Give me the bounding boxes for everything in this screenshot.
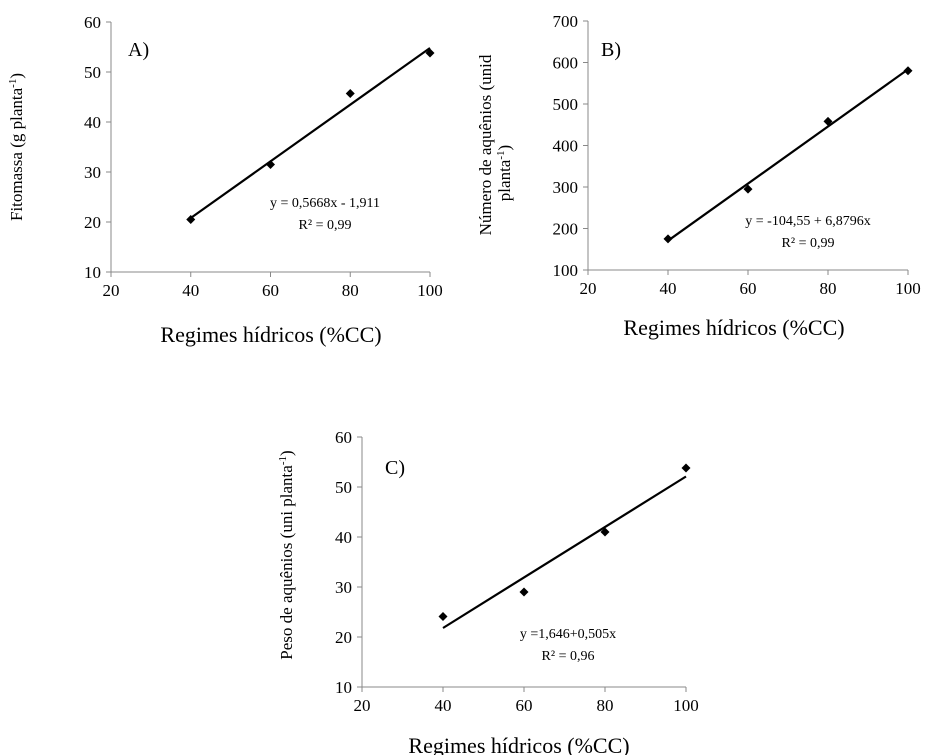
- x-tick-label: 60: [740, 279, 757, 298]
- r-squared-label: R² = 0,99: [299, 218, 352, 233]
- data-point: [681, 463, 691, 473]
- y-axis-label-line1: Número de aquênios (unid: [476, 54, 495, 235]
- y-axis-label: Peso de aquênios (uni planta-1): [277, 450, 296, 659]
- data-point: [186, 215, 196, 224]
- y-axis-label-line2: planta: [495, 159, 514, 201]
- x-tick-label: 100: [673, 696, 699, 715]
- y-axis-label-superscript: -1: [7, 79, 19, 88]
- y-axis-label-close: ): [495, 145, 514, 151]
- x-tick-label: 100: [895, 279, 921, 298]
- x-tick-label: 40: [660, 279, 677, 298]
- y-tick-label: 30: [335, 578, 352, 597]
- x-tick-label: 80: [342, 281, 359, 300]
- y-tick-label: 100: [553, 261, 579, 280]
- y-tick-label: 20: [335, 628, 352, 647]
- data-point: [425, 48, 435, 58]
- y-tick-label: 30: [84, 163, 101, 182]
- y-tick-label: 10: [335, 678, 352, 697]
- y-axis-label-text: Peso de aquênios (uni planta: [277, 465, 296, 660]
- data-point: [345, 89, 355, 98]
- y-tick-label: 50: [335, 478, 352, 497]
- data-point: [600, 527, 610, 537]
- data-point: [519, 587, 529, 597]
- y-axis-label-close: ): [277, 450, 296, 456]
- y-tick-label: 600: [553, 54, 579, 73]
- y-tick-label: 500: [553, 95, 579, 114]
- x-tick-label: 20: [103, 281, 120, 300]
- y-tick-label: 40: [84, 113, 101, 132]
- trendline: [190, 47, 431, 219]
- y-tick-label: 60: [335, 428, 352, 447]
- trendline: [667, 68, 909, 242]
- trendline: [442, 475, 687, 629]
- y-axis-label: Fitomassa (g planta-1): [7, 73, 26, 221]
- y-axis-label: Número de aquênios (unidplanta-1): [476, 54, 514, 235]
- panel-label: B): [601, 39, 621, 61]
- x-axis-label: Regimes hídricos (%CC): [623, 315, 844, 340]
- panel-label: A): [128, 39, 149, 61]
- x-tick-label: 60: [262, 281, 279, 300]
- x-tick-label: 100: [417, 281, 443, 300]
- y-tick-label: 40: [335, 528, 352, 547]
- data-point: [903, 66, 913, 76]
- y-tick-label: 700: [553, 12, 579, 31]
- regression-equation: y =1,646+0,505x: [520, 627, 616, 642]
- data-point: [266, 160, 275, 169]
- y-axis-label-superscript: -1: [495, 150, 507, 159]
- y-axis-label-text: Fitomassa (g planta: [7, 87, 26, 221]
- x-axis-label: Regimes hídricos (%CC): [160, 322, 381, 347]
- y-tick-label: 20: [84, 213, 101, 232]
- r-squared-label: R² = 0,99: [782, 236, 835, 251]
- r-squared-label: R² = 0,96: [542, 649, 595, 664]
- y-tick-label: 300: [553, 178, 579, 197]
- data-point: [663, 234, 673, 244]
- data-point: [823, 116, 833, 126]
- x-tick-label: 40: [182, 281, 199, 300]
- x-tick-label: 80: [597, 696, 614, 715]
- x-tick-label: 20: [580, 279, 597, 298]
- y-axis-label-superscript: -1: [277, 456, 289, 465]
- data-point: [438, 612, 448, 621]
- y-tick-label: 200: [553, 220, 579, 239]
- y-tick-label: 10: [84, 263, 101, 282]
- y-axis-label-close: ): [7, 73, 26, 79]
- data-point: [743, 184, 753, 194]
- x-tick-label: 80: [820, 279, 837, 298]
- x-tick-label: 40: [435, 696, 452, 715]
- x-axis-label: Regimes hídricos (%CC): [408, 733, 629, 755]
- regression-equation: y = -104,55 + 6,8796x: [745, 214, 870, 229]
- y-tick-label: 400: [553, 137, 579, 156]
- regression-equation: y = 0,5668x - 1,911: [270, 196, 380, 211]
- chart-panel-2: 100 200 300 400 500 600 700 20 40 60 80 100 B) y = -1…: [476, 12, 921, 340]
- x-tick-label: 60: [516, 696, 533, 715]
- panel-label: C): [385, 457, 405, 479]
- y-tick-label: 50: [84, 63, 101, 82]
- y-tick-label: 60: [84, 13, 101, 32]
- x-tick-label: 20: [354, 696, 371, 715]
